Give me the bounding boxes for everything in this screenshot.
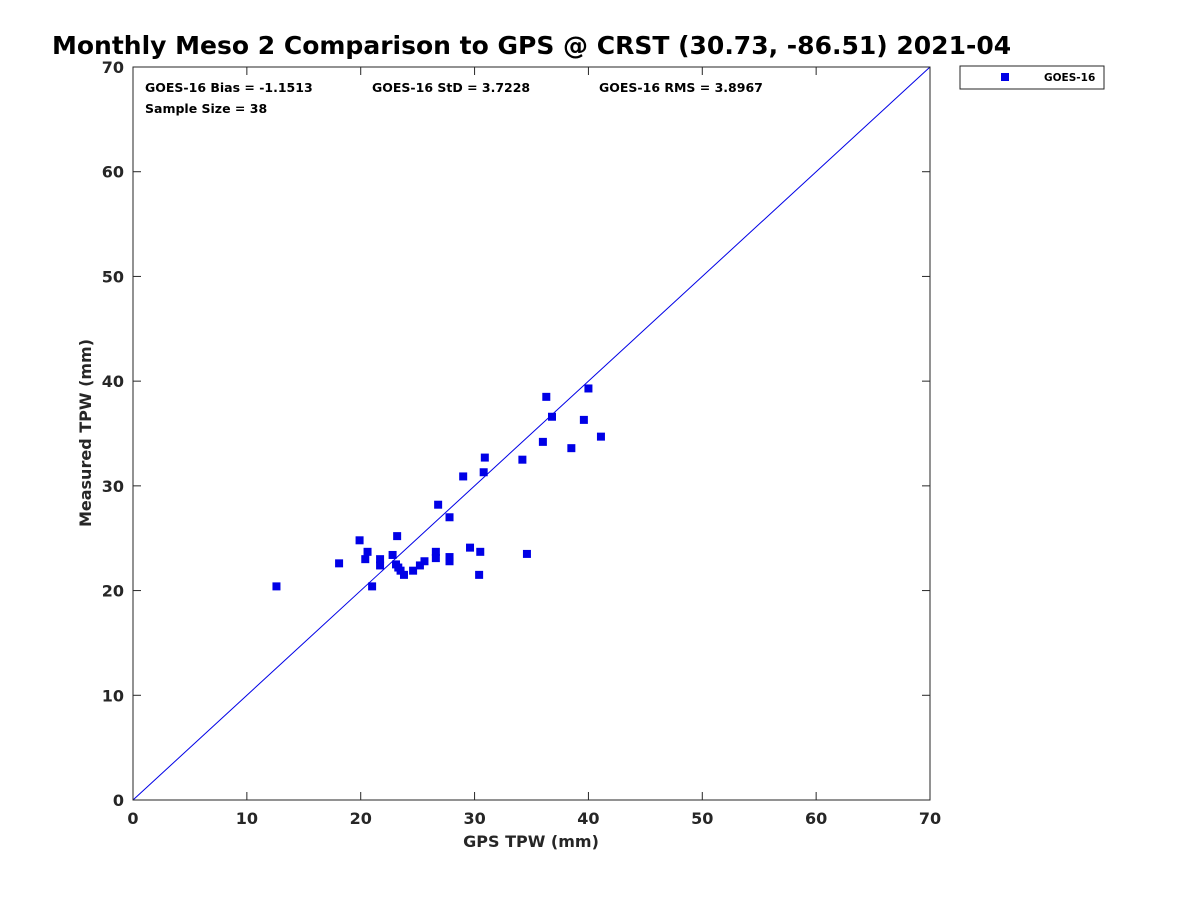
std-stat: GOES-16 StD = 3.7228 bbox=[372, 80, 530, 95]
data-point bbox=[431, 547, 440, 556]
data-point bbox=[376, 555, 385, 564]
data-point bbox=[420, 557, 429, 566]
y-tick-label: 10 bbox=[102, 686, 124, 705]
y-tick-label: 40 bbox=[102, 372, 124, 391]
y-tick-label: 30 bbox=[102, 477, 124, 496]
data-point bbox=[579, 415, 588, 424]
data-point bbox=[399, 570, 408, 579]
data-point bbox=[596, 432, 605, 441]
data-point bbox=[522, 549, 531, 558]
y-tick-label: 70 bbox=[102, 58, 124, 77]
data-point bbox=[415, 561, 424, 570]
data-point bbox=[445, 553, 454, 562]
data-point bbox=[547, 412, 556, 421]
data-point bbox=[409, 566, 418, 575]
y-tick-label: 20 bbox=[102, 582, 124, 601]
legend-marker bbox=[1001, 73, 1009, 81]
data-point bbox=[518, 455, 527, 464]
data-point bbox=[335, 559, 344, 568]
data-point bbox=[272, 582, 281, 591]
x-axis-label: GPS TPW (mm) bbox=[463, 832, 599, 851]
data-point bbox=[445, 513, 454, 522]
y-tick-label: 60 bbox=[102, 163, 124, 182]
data-point bbox=[368, 582, 377, 591]
data-point bbox=[396, 566, 405, 575]
x-tick-label: 50 bbox=[691, 809, 713, 828]
data-point bbox=[459, 472, 468, 481]
data-point bbox=[355, 536, 364, 545]
legend: GOES-16 bbox=[959, 65, 1105, 90]
plot-frame bbox=[132, 66, 931, 801]
sample-size-stat: Sample Size = 38 bbox=[145, 101, 267, 116]
data-point bbox=[363, 547, 372, 556]
x-tick-label: 10 bbox=[236, 809, 258, 828]
one-to-one-line bbox=[132, 66, 931, 801]
bias-stat: GOES-16 Bias = -1.1513 bbox=[145, 80, 313, 95]
data-point bbox=[361, 555, 370, 564]
x-tick-label: 40 bbox=[577, 809, 599, 828]
x-tick-label: 60 bbox=[805, 809, 827, 828]
x-tick-label: 70 bbox=[919, 809, 941, 828]
x-tick-label: 20 bbox=[350, 809, 372, 828]
data-point bbox=[475, 570, 484, 579]
data-point bbox=[388, 550, 397, 559]
data-point bbox=[584, 384, 593, 393]
y-tick-label: 50 bbox=[102, 267, 124, 286]
plot-area: 0 10 20 30 40 50 60 70 0 10 20 30 40 50 60 70 bbox=[102, 58, 941, 828]
data-point bbox=[434, 500, 443, 509]
data-point bbox=[476, 547, 485, 556]
data-point bbox=[542, 392, 551, 401]
data-point bbox=[538, 437, 547, 446]
y-axis-label: Measured TPW (mm) bbox=[76, 339, 95, 527]
data-point bbox=[479, 468, 488, 477]
data-point bbox=[466, 543, 475, 552]
legend-label: GOES-16 bbox=[1044, 72, 1095, 84]
data-point bbox=[393, 532, 402, 541]
data-point bbox=[445, 557, 454, 566]
rms-stat: GOES-16 RMS = 3.8967 bbox=[599, 80, 763, 95]
data-point bbox=[480, 453, 489, 462]
x-tick-label: 0 bbox=[127, 809, 138, 828]
chart-title: Monthly Meso 2 Comparison to GPS @ CRST … bbox=[52, 31, 1011, 60]
legend-box bbox=[959, 65, 1105, 90]
data-point bbox=[567, 444, 576, 453]
data-points bbox=[272, 384, 605, 591]
data-point bbox=[376, 561, 385, 570]
x-axis: 0 10 20 30 40 50 60 70 bbox=[127, 67, 941, 828]
y-axis: 0 10 20 30 40 50 60 70 bbox=[102, 58, 930, 810]
x-tick-label: 30 bbox=[463, 809, 485, 828]
data-point bbox=[431, 554, 440, 563]
y-tick-label: 0 bbox=[113, 791, 124, 810]
